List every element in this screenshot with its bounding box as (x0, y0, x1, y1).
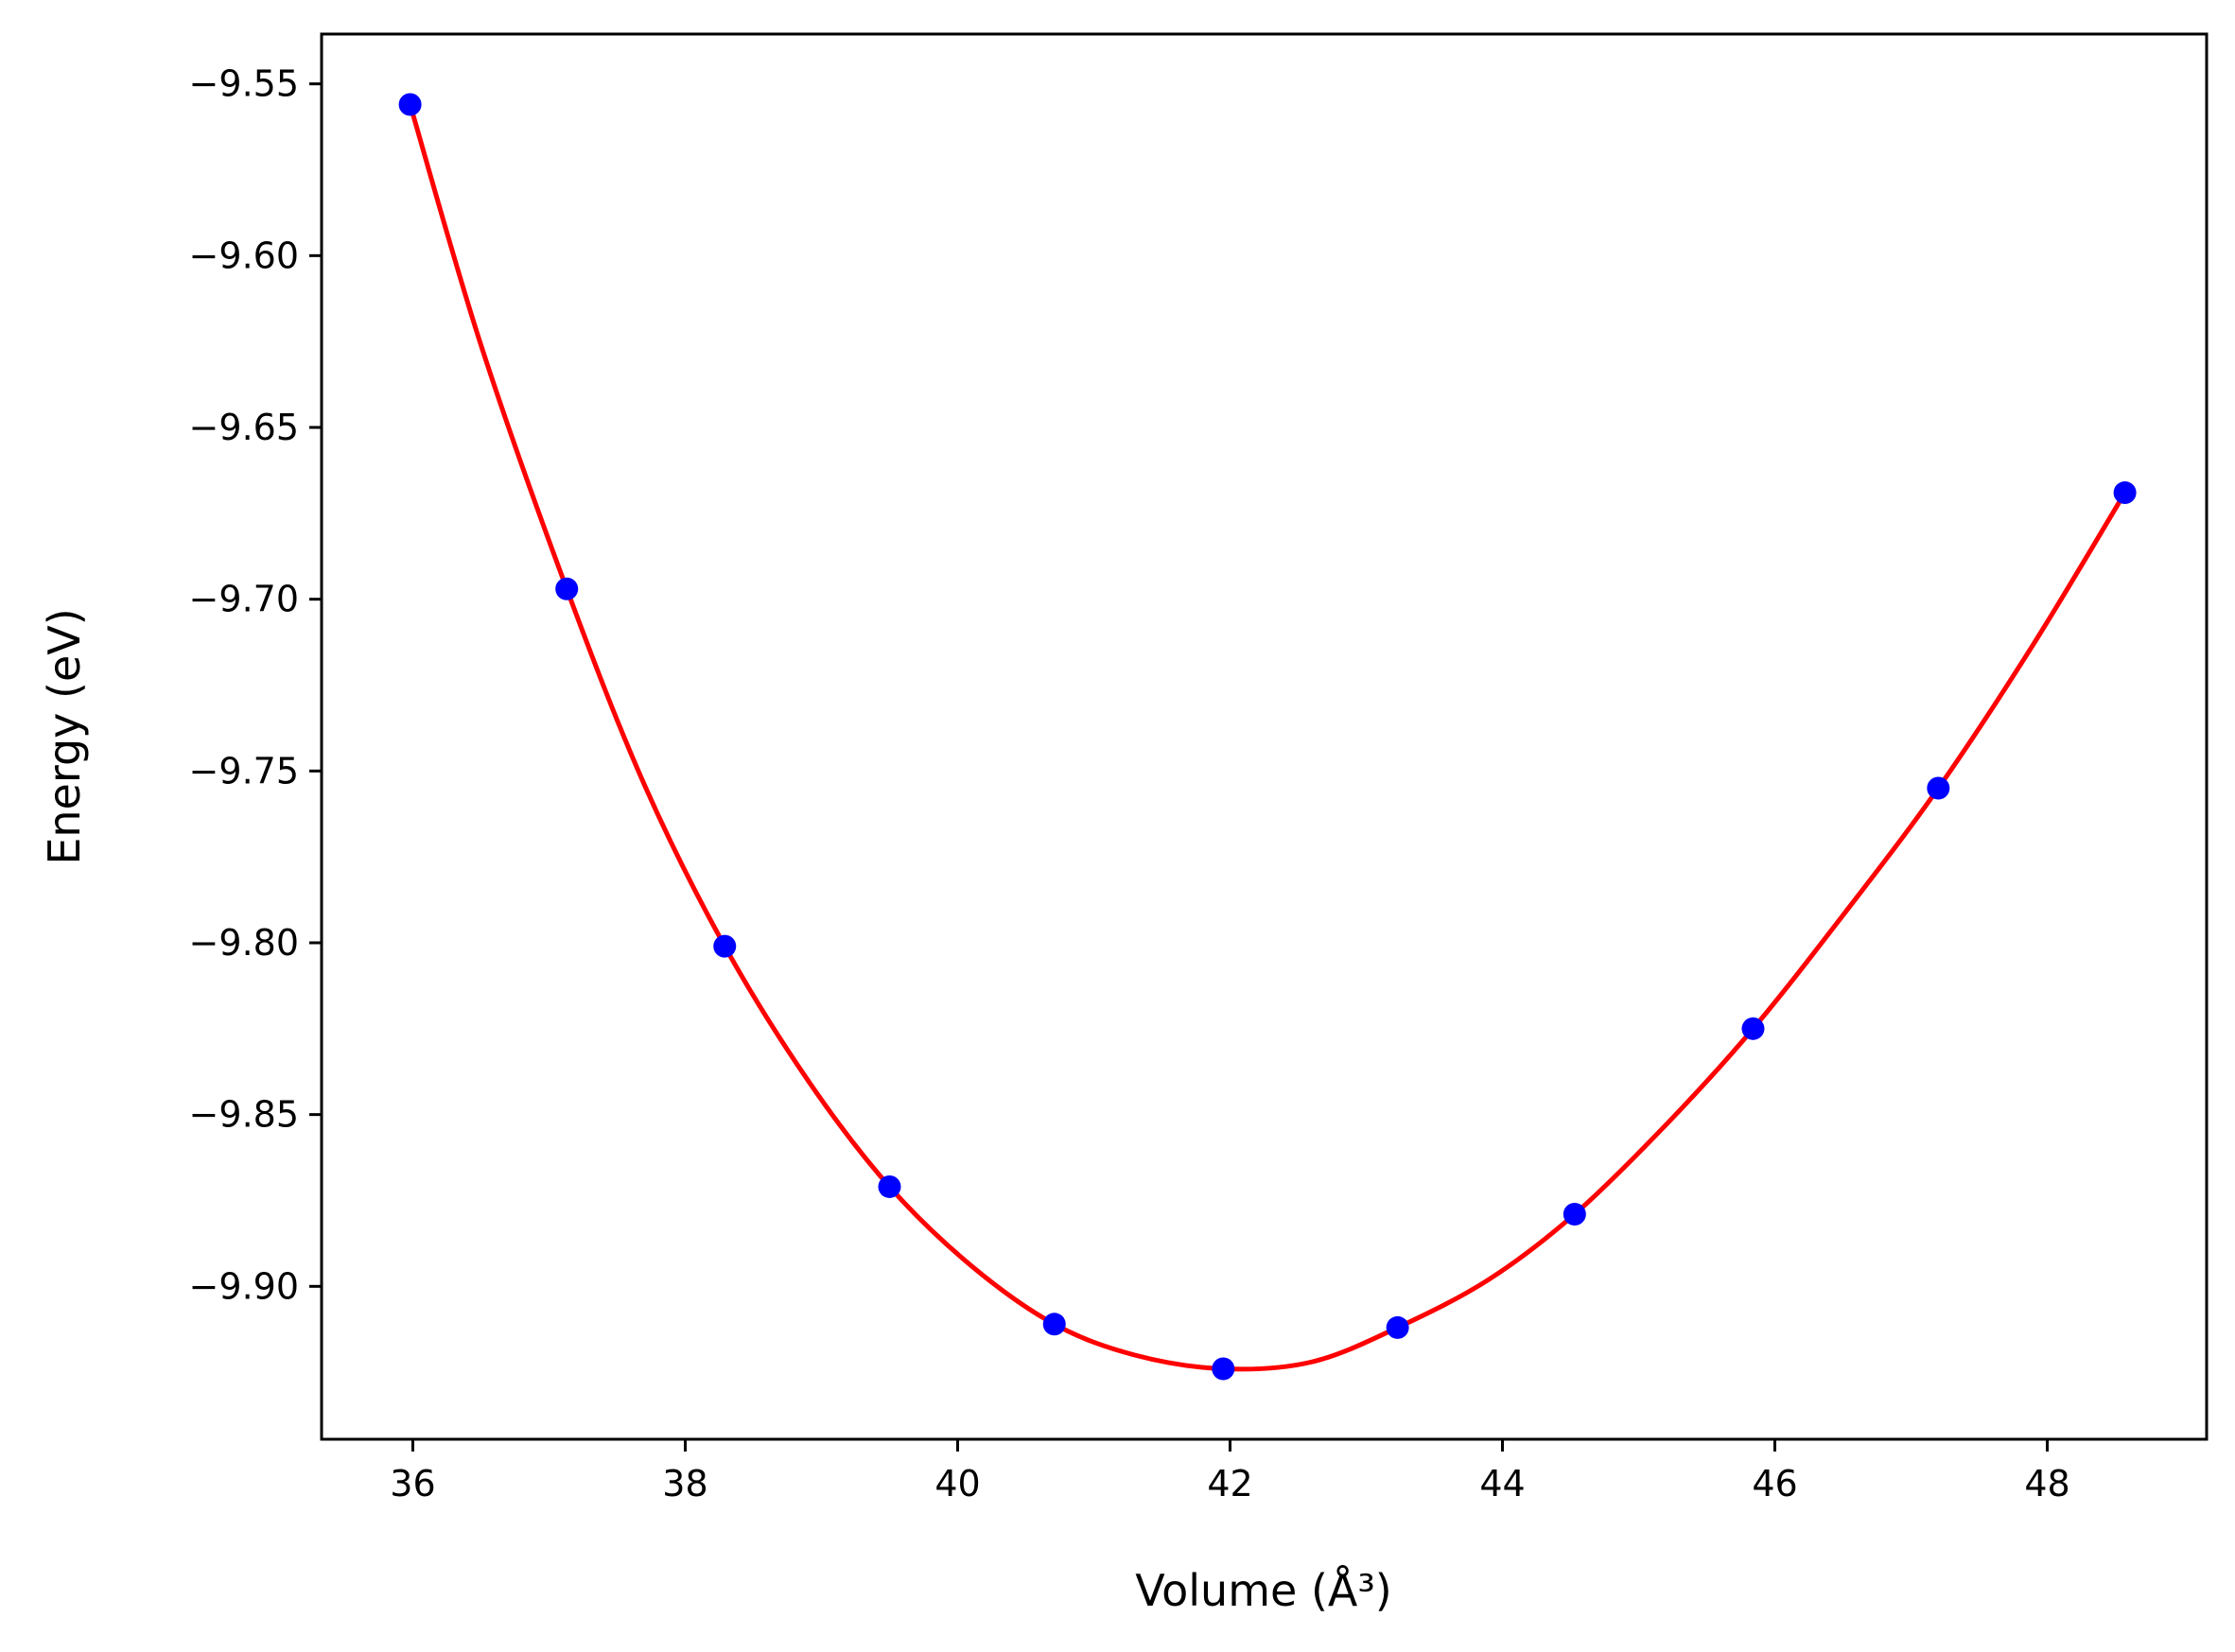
data-point (1927, 776, 1950, 800)
x-tick-label: 42 (1207, 1463, 1252, 1504)
data-point (1042, 1313, 1066, 1336)
y-tick-label: −9.70 (189, 579, 299, 620)
plot-frame (320, 32, 2209, 1441)
fit-curve-line (408, 103, 2127, 1372)
x-tick-label: 46 (1752, 1463, 1797, 1504)
data-point (555, 577, 579, 600)
data-points-layer (398, 93, 2137, 1381)
x-axis-title: Volume (Å³) (1135, 1565, 1392, 1616)
data-point (398, 93, 422, 116)
x-tick-label: 36 (390, 1463, 435, 1504)
y-tick-label: −9.65 (189, 407, 299, 448)
data-point (878, 1174, 901, 1198)
x-tick-label: 44 (1479, 1463, 1525, 1504)
data-point (2113, 481, 2137, 505)
x-tick-label: 40 (934, 1463, 980, 1504)
y-tick-label: −9.75 (189, 750, 299, 791)
y-tick-label: −9.90 (189, 1265, 299, 1307)
data-point (1386, 1315, 1409, 1339)
y-axis-title: Energy (eV) (39, 608, 90, 864)
y-tick-label: −9.55 (189, 63, 299, 105)
y-axis-ticks: −9.55 −9.60 −9.65 −9.70 −9.75 −9.80 −9.85 −9.90 (189, 63, 322, 1307)
data-point (713, 934, 737, 958)
fit-curve-layer (408, 103, 2127, 1372)
data-point (1563, 1203, 1586, 1226)
x-axis-ticks: 36 38 40 42 44 46 48 (390, 1439, 2070, 1504)
data-point (1741, 1017, 1765, 1040)
x-tick-label: 38 (662, 1463, 707, 1504)
data-point (1212, 1357, 1235, 1381)
y-tick-label: −9.80 (189, 922, 299, 964)
y-tick-label: −9.60 (189, 235, 299, 276)
y-tick-label: −9.85 (189, 1094, 299, 1136)
x-tick-label: 48 (2024, 1463, 2069, 1504)
